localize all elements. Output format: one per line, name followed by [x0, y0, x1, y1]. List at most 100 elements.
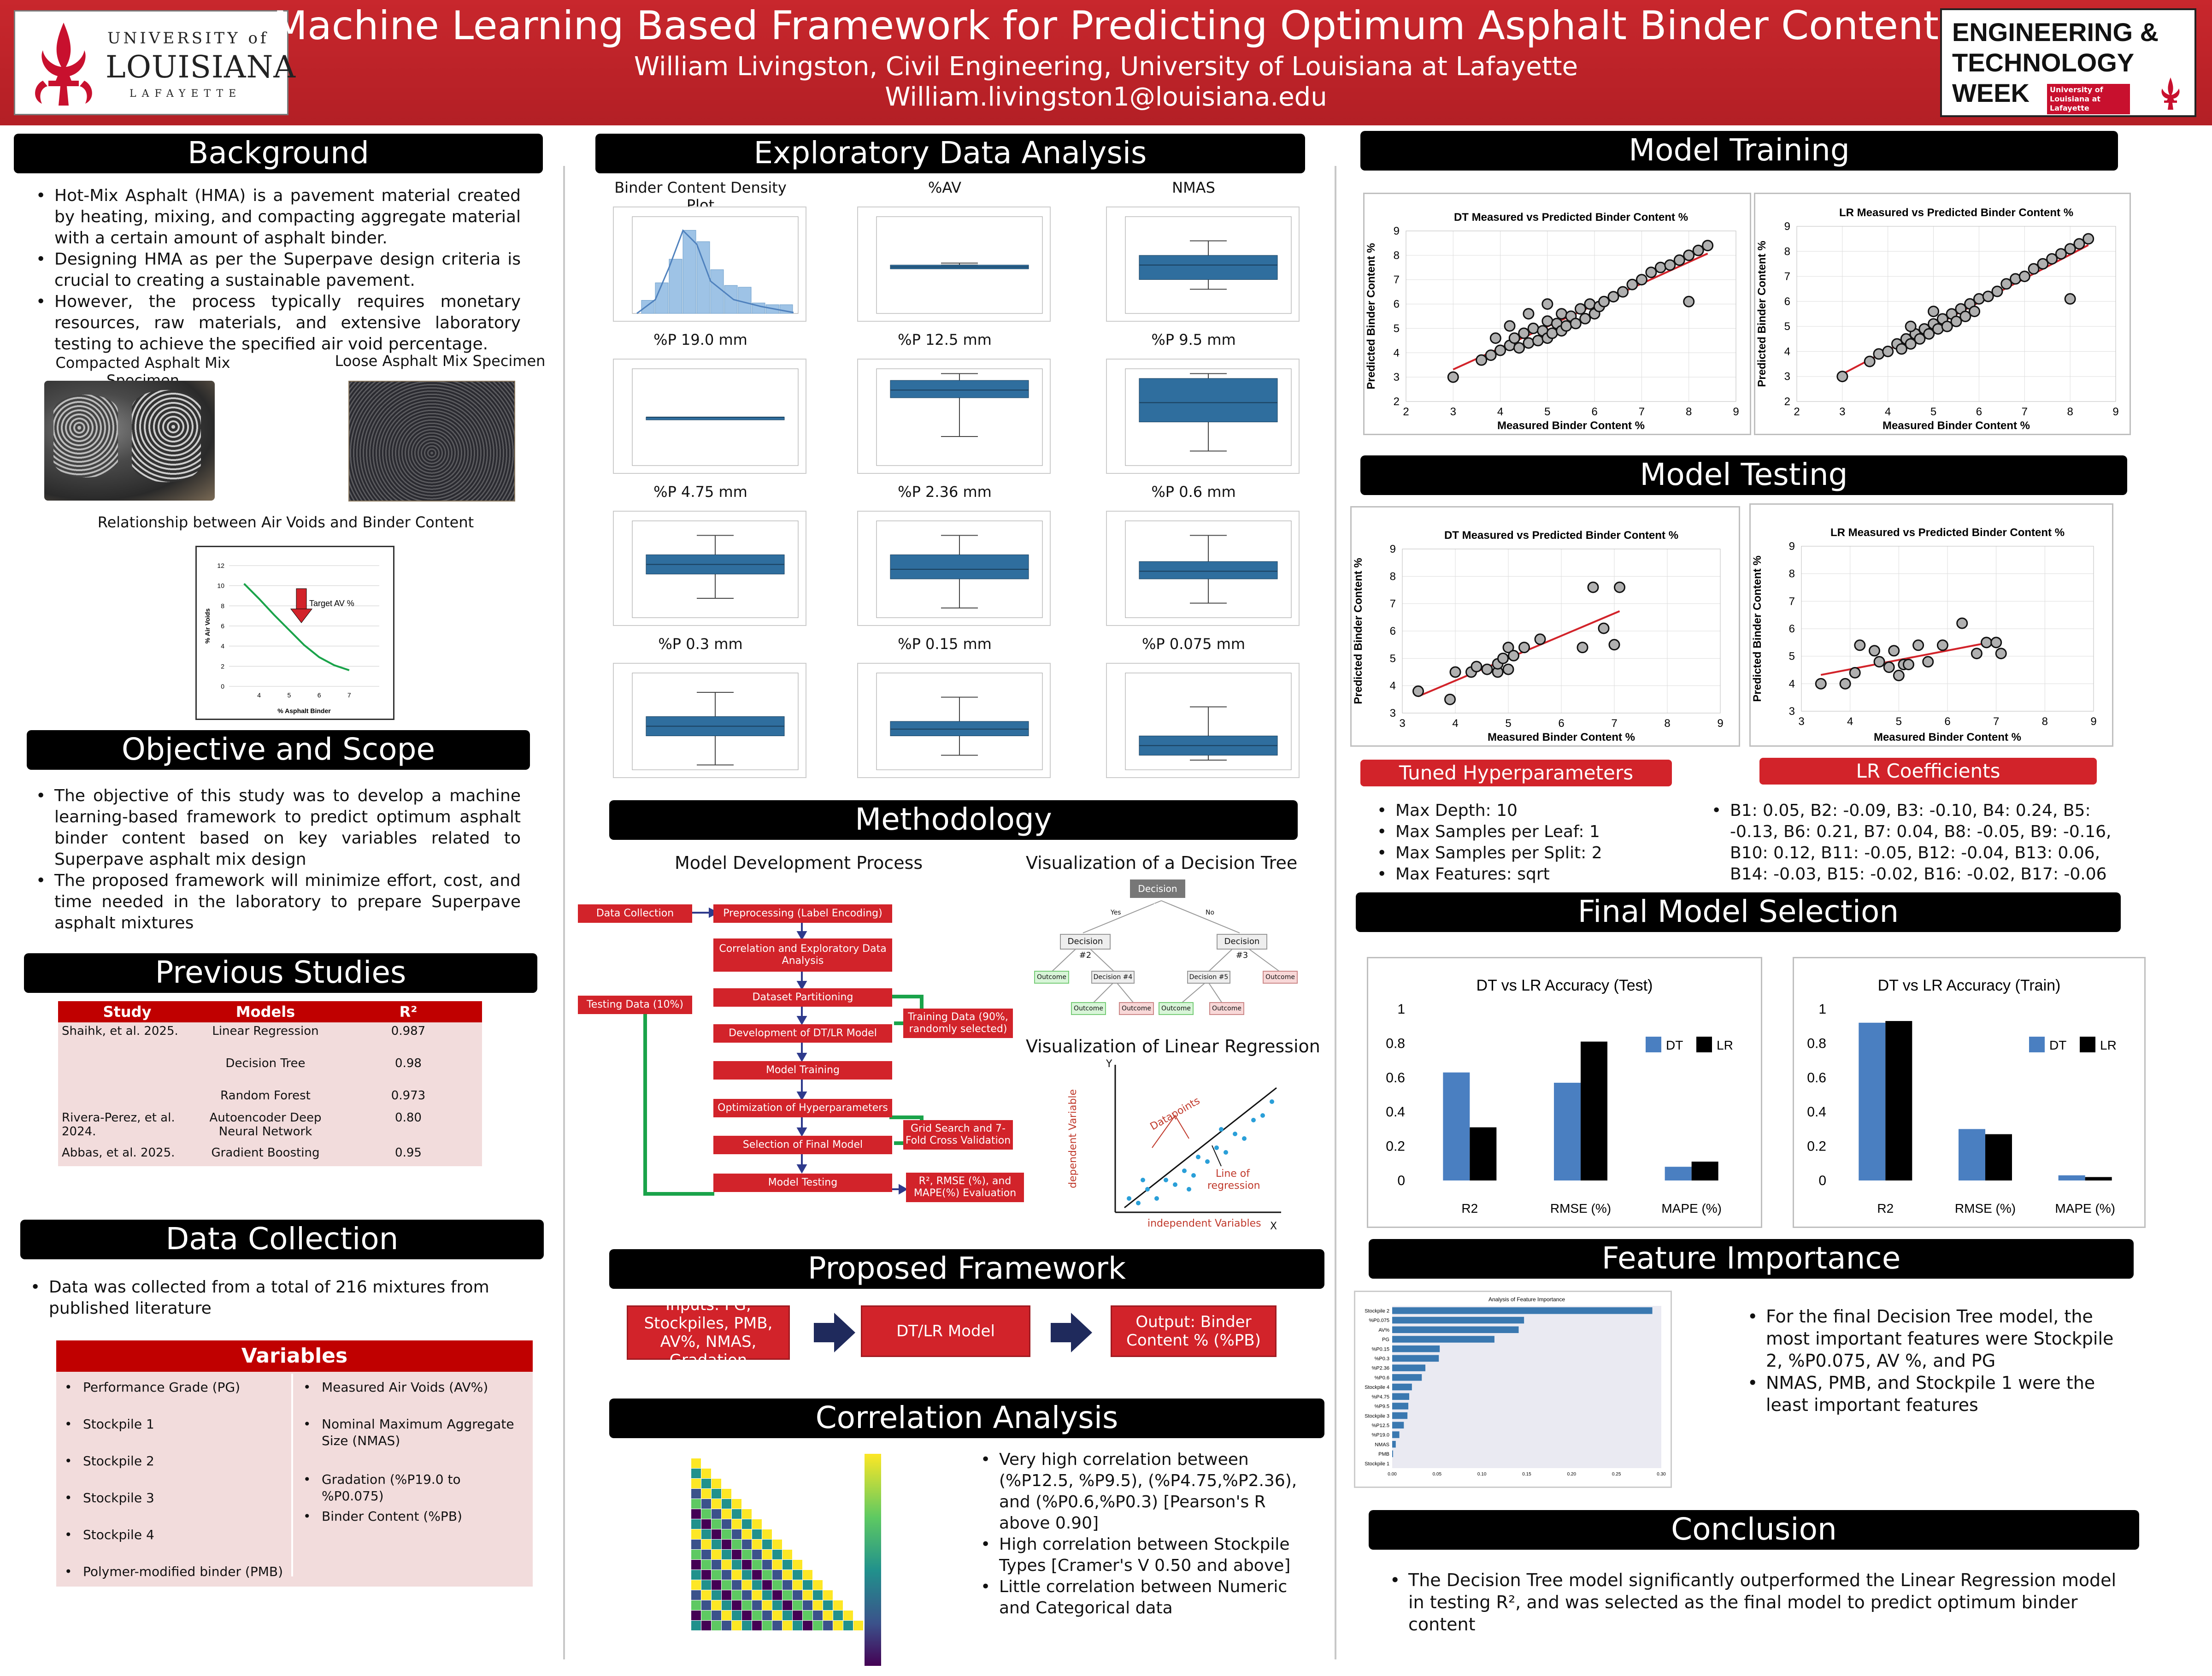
data-point — [1412, 685, 1424, 697]
x-tick-label: 9 — [1717, 717, 1723, 730]
heatmap-cell — [782, 1550, 792, 1559]
fleur-de-lis-icon — [35, 23, 92, 106]
feature-bar — [1392, 1450, 1393, 1458]
feature-label: %P0.6 — [1375, 1375, 1389, 1381]
etw-line1: ENGINEERING & — [1952, 18, 2159, 47]
x-tick-label: 8 — [1686, 406, 1692, 418]
variables-panel: Variables Performance Grade (PG) Stockpi… — [56, 1340, 533, 1587]
hyperparameters-title: Tuned Hyperparameters — [1360, 760, 1672, 786]
y-tick-label: 0 — [1818, 1173, 1826, 1188]
logo-line2: LOUISIANA — [106, 49, 296, 85]
heatmap-cell — [772, 1590, 782, 1600]
previous-studies-title: Previous Studies — [24, 953, 537, 993]
correlation-heatmap — [691, 1458, 863, 1630]
data-point — [1444, 693, 1456, 705]
feature-bar — [1392, 1431, 1400, 1438]
heatmap-cell — [691, 1560, 701, 1570]
y-tick-label: 4 — [1394, 347, 1400, 359]
heatmap-cell — [742, 1519, 752, 1529]
list-item: Stockpile 3 — [56, 1490, 287, 1527]
y-tick-label: 0 — [221, 683, 224, 690]
data-point — [1683, 249, 1695, 261]
box — [1139, 561, 1278, 579]
list-item: Stockpile 2 — [56, 1453, 287, 1490]
heatmap-cell — [691, 1458, 701, 1468]
heatmap-cell — [691, 1540, 701, 1549]
feature-label: %P2.36 — [1371, 1366, 1389, 1371]
arrow-right-icon — [1051, 1313, 1092, 1354]
x-tick-label: RMSE (%) — [1955, 1201, 2016, 1216]
feature-label: %P0.15 — [1371, 1346, 1389, 1352]
heatmap-cell — [772, 1560, 782, 1570]
heatmap-cell — [793, 1560, 802, 1570]
x-tick-label: MAPE (%) — [2055, 1201, 2115, 1216]
accuracy-train-svg: DT vs LR Accuracy (Train) 0 0.2 0.4 0.6 0.8 1 R… — [1807, 977, 2117, 1216]
data-collection-title: Data Collection — [20, 1220, 544, 1259]
heatmap-cell — [691, 1479, 701, 1488]
data-point — [1191, 1173, 1196, 1178]
data-point — [2046, 253, 2058, 265]
x-tick-label: 3 — [1839, 406, 1845, 418]
heatmap-cell — [722, 1550, 731, 1559]
table-cell: 0.98 — [335, 1055, 482, 1087]
data-point — [1617, 286, 1629, 298]
data-point — [1205, 1159, 1210, 1164]
data-point — [1447, 371, 1459, 383]
heatmap-cell — [823, 1621, 833, 1630]
heatmap-cell — [843, 1621, 853, 1630]
testing-lr-chart: LR Measured vs Predicted Binder Content … — [1749, 503, 2113, 747]
data-point — [1560, 320, 1572, 332]
air-voids-chart: 12 10 8 6 4 2 0 4 5 6 7 Target AV % % Asphalt Binder… — [195, 546, 394, 720]
heatmap-cell — [712, 1540, 721, 1549]
air-voids-chart-svg: 12 10 8 6 4 2 0 4 5 6 7 Target AV % % Asphalt Binder… — [204, 562, 379, 714]
data-point — [1928, 306, 1940, 318]
plot-area — [1125, 368, 1292, 466]
conclusion-title: Conclusion — [1369, 1510, 2139, 1550]
correlation-bullets: Very high correlation between (%P12.5, %… — [972, 1449, 1304, 1619]
data-point — [1971, 648, 1983, 660]
heatmap-cell — [722, 1499, 731, 1509]
heatmap-cell — [803, 1570, 812, 1580]
heatmap-cell — [691, 1469, 701, 1478]
heatmap-cell — [691, 1509, 701, 1519]
tree-node: Decision #5 — [1187, 971, 1230, 984]
data-point — [1922, 656, 1934, 668]
heatmap-cell — [722, 1519, 731, 1529]
data-point — [1882, 345, 1894, 357]
table-cell — [58, 1055, 196, 1087]
author-line: William Livingston, Civil Engineering, U… — [634, 52, 1578, 82]
heatmap-cell — [813, 1580, 823, 1590]
plot-area — [876, 216, 1043, 314]
conclusion-bullets: The Decision Tree model significantly ou… — [1382, 1569, 2128, 1635]
flow-step: Correlation and Exploratory Data Analysi… — [713, 938, 892, 972]
eda-plot — [613, 511, 806, 626]
y-tick-label: 4 — [1789, 678, 1795, 690]
box — [1139, 378, 1278, 422]
y-axis-label: Predicted Binder Content % — [1352, 558, 1365, 704]
heatmap-cell — [772, 1600, 782, 1610]
eda-plot — [857, 511, 1051, 626]
flow-step: Optimization of Hyperparameters — [713, 1099, 892, 1117]
eda-plot-svg — [876, 673, 1043, 770]
histogram-bar — [710, 269, 724, 314]
feature-importance-chart: Analysis of Feature Importance Stockpile … — [1354, 1291, 1672, 1488]
heatmap-cell — [712, 1550, 721, 1559]
bar-dt — [1665, 1167, 1692, 1180]
data-point — [1541, 315, 1553, 327]
table-cell: Shaihk, et al. 2025. — [58, 1022, 196, 1055]
x-tick-label: 6 — [318, 691, 321, 699]
heatmap-cell — [752, 1580, 762, 1590]
data-point — [1523, 308, 1535, 320]
heatmap-cell — [701, 1509, 711, 1519]
x-tick-label: 9 — [2112, 406, 2118, 418]
y-tick-label: 8 — [1394, 249, 1400, 262]
data-point — [1502, 663, 1514, 675]
heatmap-cell — [782, 1570, 792, 1580]
histogram-bar — [696, 241, 710, 314]
chart-title: LR Measured vs Predicted Binder Content … — [1839, 207, 2073, 219]
data-point — [1485, 349, 1497, 361]
framework-model: DT/LR Model — [861, 1305, 1030, 1357]
data-point — [1145, 1187, 1150, 1192]
eda-plot-label: %P 19.0 mm — [653, 331, 747, 348]
plot-area — [1125, 520, 1292, 618]
